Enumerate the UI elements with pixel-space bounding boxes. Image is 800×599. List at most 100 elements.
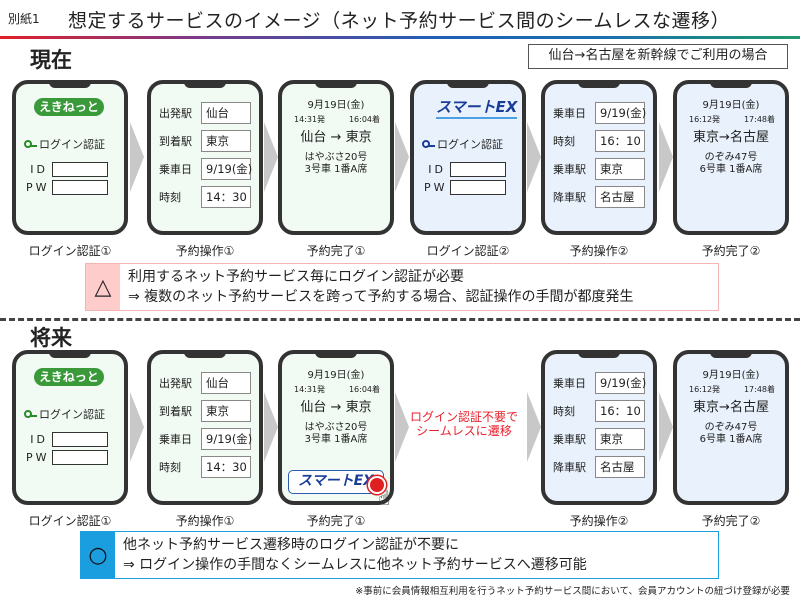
form-value[interactable]: 仙台 xyxy=(201,102,251,124)
current-note-line: 利用するネット予約サービス毎にログイン認証が必要 xyxy=(128,269,464,285)
phone-caption: 予約完了① xyxy=(306,514,366,528)
form-label: 到着駅 xyxy=(159,405,192,418)
phone-notch xyxy=(184,350,226,358)
phone-caption: ログイン認証① xyxy=(28,244,112,258)
route: 東京→名古屋 xyxy=(693,400,769,415)
arrival-time: 16:04着 xyxy=(348,385,380,394)
form-label: 乗車駅 xyxy=(553,433,586,446)
phone-caption: 予約操作① xyxy=(175,244,235,258)
departure-time: 14:31発 xyxy=(294,385,326,394)
phone-notch xyxy=(578,350,620,358)
form-value[interactable]: 仙台 xyxy=(201,372,251,394)
phone-notch xyxy=(315,350,357,358)
key-icon xyxy=(24,409,37,419)
form-row: 乗車日 9/19(金) xyxy=(553,372,646,394)
footnote: ※事前に会員情報相互利用を行うネット予約サービス間において、会員アカウントの紐づ… xyxy=(355,586,790,597)
flow-arrow-icon xyxy=(659,122,673,192)
phone-notch xyxy=(578,80,620,88)
pw-input[interactable] xyxy=(52,180,108,195)
form-label: 乗車日 xyxy=(553,107,586,120)
phone-notch xyxy=(710,350,752,358)
phone-notch xyxy=(184,80,226,88)
form-row: 時刻 16：10 xyxy=(553,130,645,152)
form-label: 降車駅 xyxy=(553,191,586,204)
departure-time: 14:31発 xyxy=(294,115,326,124)
form-value[interactable]: 東京 xyxy=(595,428,645,450)
id-field-row: ID xyxy=(424,162,506,177)
phone-caption: 予約完了② xyxy=(701,514,761,528)
form-label: 到着駅 xyxy=(159,135,192,148)
smartex-link-button[interactable]: スマートEX xyxy=(288,470,384,494)
route: 仙台 → 東京 xyxy=(300,400,372,415)
id-label: ID xyxy=(428,163,446,176)
flow-arrow-icon xyxy=(130,122,144,192)
current-heading: 現在 xyxy=(30,48,72,72)
ekinet-logo: えきねっと xyxy=(34,368,104,386)
form-value[interactable]: 14：30 xyxy=(201,456,251,478)
future-note-line: ⇒ ログイン操作の手間なくシームレスに他ネット予約サービスへ遷移可能 xyxy=(123,557,587,573)
section-divider xyxy=(0,318,800,321)
pw-field-row: PW xyxy=(26,180,108,195)
key-icon xyxy=(24,139,37,149)
form-row: 乗車駅 東京 xyxy=(553,158,645,180)
form-value[interactable]: 東京 xyxy=(595,158,645,180)
phone-login-screen: えきねっと ログイン認証 ID PW xyxy=(12,80,128,235)
smartex-logo: スマートEX xyxy=(436,96,518,119)
form-row: 出発駅 仙台 xyxy=(159,102,251,124)
id-input[interactable] xyxy=(52,432,108,447)
form-row: 乗車日 9/19(金) xyxy=(553,102,646,124)
scenario-box: 仙台→名古屋を新幹線でご利用の場合 xyxy=(528,44,788,69)
tap-indicator-icon xyxy=(370,478,384,492)
form-value[interactable]: 16：10 xyxy=(595,400,645,422)
form-row: 時刻 16：10 xyxy=(553,400,645,422)
phone-caption: ログイン認証② xyxy=(426,244,510,258)
route: 仙台 → 東京 xyxy=(300,130,372,145)
form-row: 降車駅 名古屋 xyxy=(553,456,645,478)
phone-caption: 予約操作② xyxy=(569,244,629,258)
form-value[interactable]: 9/19(金) xyxy=(201,428,252,450)
current-note-line: ⇒ 複数のネット予約サービスを跨って予約する場合、認証操作の手間が都度発生 xyxy=(128,289,634,305)
form-label: 出発駅 xyxy=(159,107,192,120)
phone-caption: 予約完了② xyxy=(701,244,761,258)
phone-form-screen: 出発駅 仙台 到着駅 東京 乗車日 9/19(金) 時刻 14：30 xyxy=(147,350,263,505)
seat: 6号車 1番A席 xyxy=(699,164,763,175)
pw-label: PW xyxy=(26,451,50,464)
form-value[interactable]: 東京 xyxy=(201,400,251,422)
form-value[interactable]: 名古屋 xyxy=(595,456,645,478)
id-input[interactable] xyxy=(52,162,108,177)
pw-input[interactable] xyxy=(52,450,108,465)
form-value[interactable]: 名古屋 xyxy=(595,186,645,208)
form-label: 時刻 xyxy=(553,405,575,418)
phone-caption: 予約操作① xyxy=(175,514,235,528)
phone-caption: 予約操作② xyxy=(569,514,629,528)
form-value[interactable]: 14：30 xyxy=(201,186,251,208)
seat: 3号車 1番A席 xyxy=(304,164,368,175)
flow-arrow-icon xyxy=(527,122,541,192)
arrival-time: 17:48着 xyxy=(743,115,775,124)
form-label: 時刻 xyxy=(553,135,575,148)
form-row: 乗車駅 東京 xyxy=(553,428,645,450)
form-value[interactable]: 9/19(金) xyxy=(595,102,646,124)
seat: 6号車 1番A席 xyxy=(699,434,763,445)
form-row: 乗車日 9/19(金) xyxy=(159,158,252,180)
booking-date: 9月19日(金) xyxy=(307,370,365,381)
pw-input[interactable] xyxy=(450,180,506,195)
form-row: 時刻 14：30 xyxy=(159,456,251,478)
form-value[interactable]: 9/19(金) xyxy=(595,372,646,394)
phone-form-screen: 乗車日 9/19(金) 時刻 16：10 乗車駅 東京降車駅 名古屋 xyxy=(541,350,657,505)
route: 東京→名古屋 xyxy=(693,130,769,145)
phone-done-screen: 9月19日(金) 14:31発 16:04着 仙台 → 東京 はやぶさ20号 3号車 1番… xyxy=(278,350,394,510)
current-note: △ 利用するネット予約サービス毎にログイン認証が必要 ⇒ 複数のネット予約サービ… xyxy=(85,263,719,311)
booking-date: 9月19日(金) xyxy=(702,370,760,381)
future-note: ○ 他ネット予約サービス遷移時のログイン認証が不要に ⇒ ログイン操作の手間なく… xyxy=(80,531,719,579)
form-value[interactable]: 9/19(金) xyxy=(201,158,252,180)
arrival-time: 16:04着 xyxy=(348,115,380,124)
login-label: ログイン認証 xyxy=(39,138,105,151)
train-name: はやぶさ20号 xyxy=(304,422,368,433)
form-row: 乗車日 9/19(金) xyxy=(159,428,252,450)
phone-done-screen: 9月19日(金) 14:31発 16:04着 仙台 → 東京 はやぶさ20号 3号車 1番… xyxy=(278,80,394,235)
form-value[interactable]: 16：10 xyxy=(595,130,645,152)
flow-arrow-icon xyxy=(395,122,409,192)
form-value[interactable]: 東京 xyxy=(201,130,251,152)
id-input[interactable] xyxy=(450,162,506,177)
